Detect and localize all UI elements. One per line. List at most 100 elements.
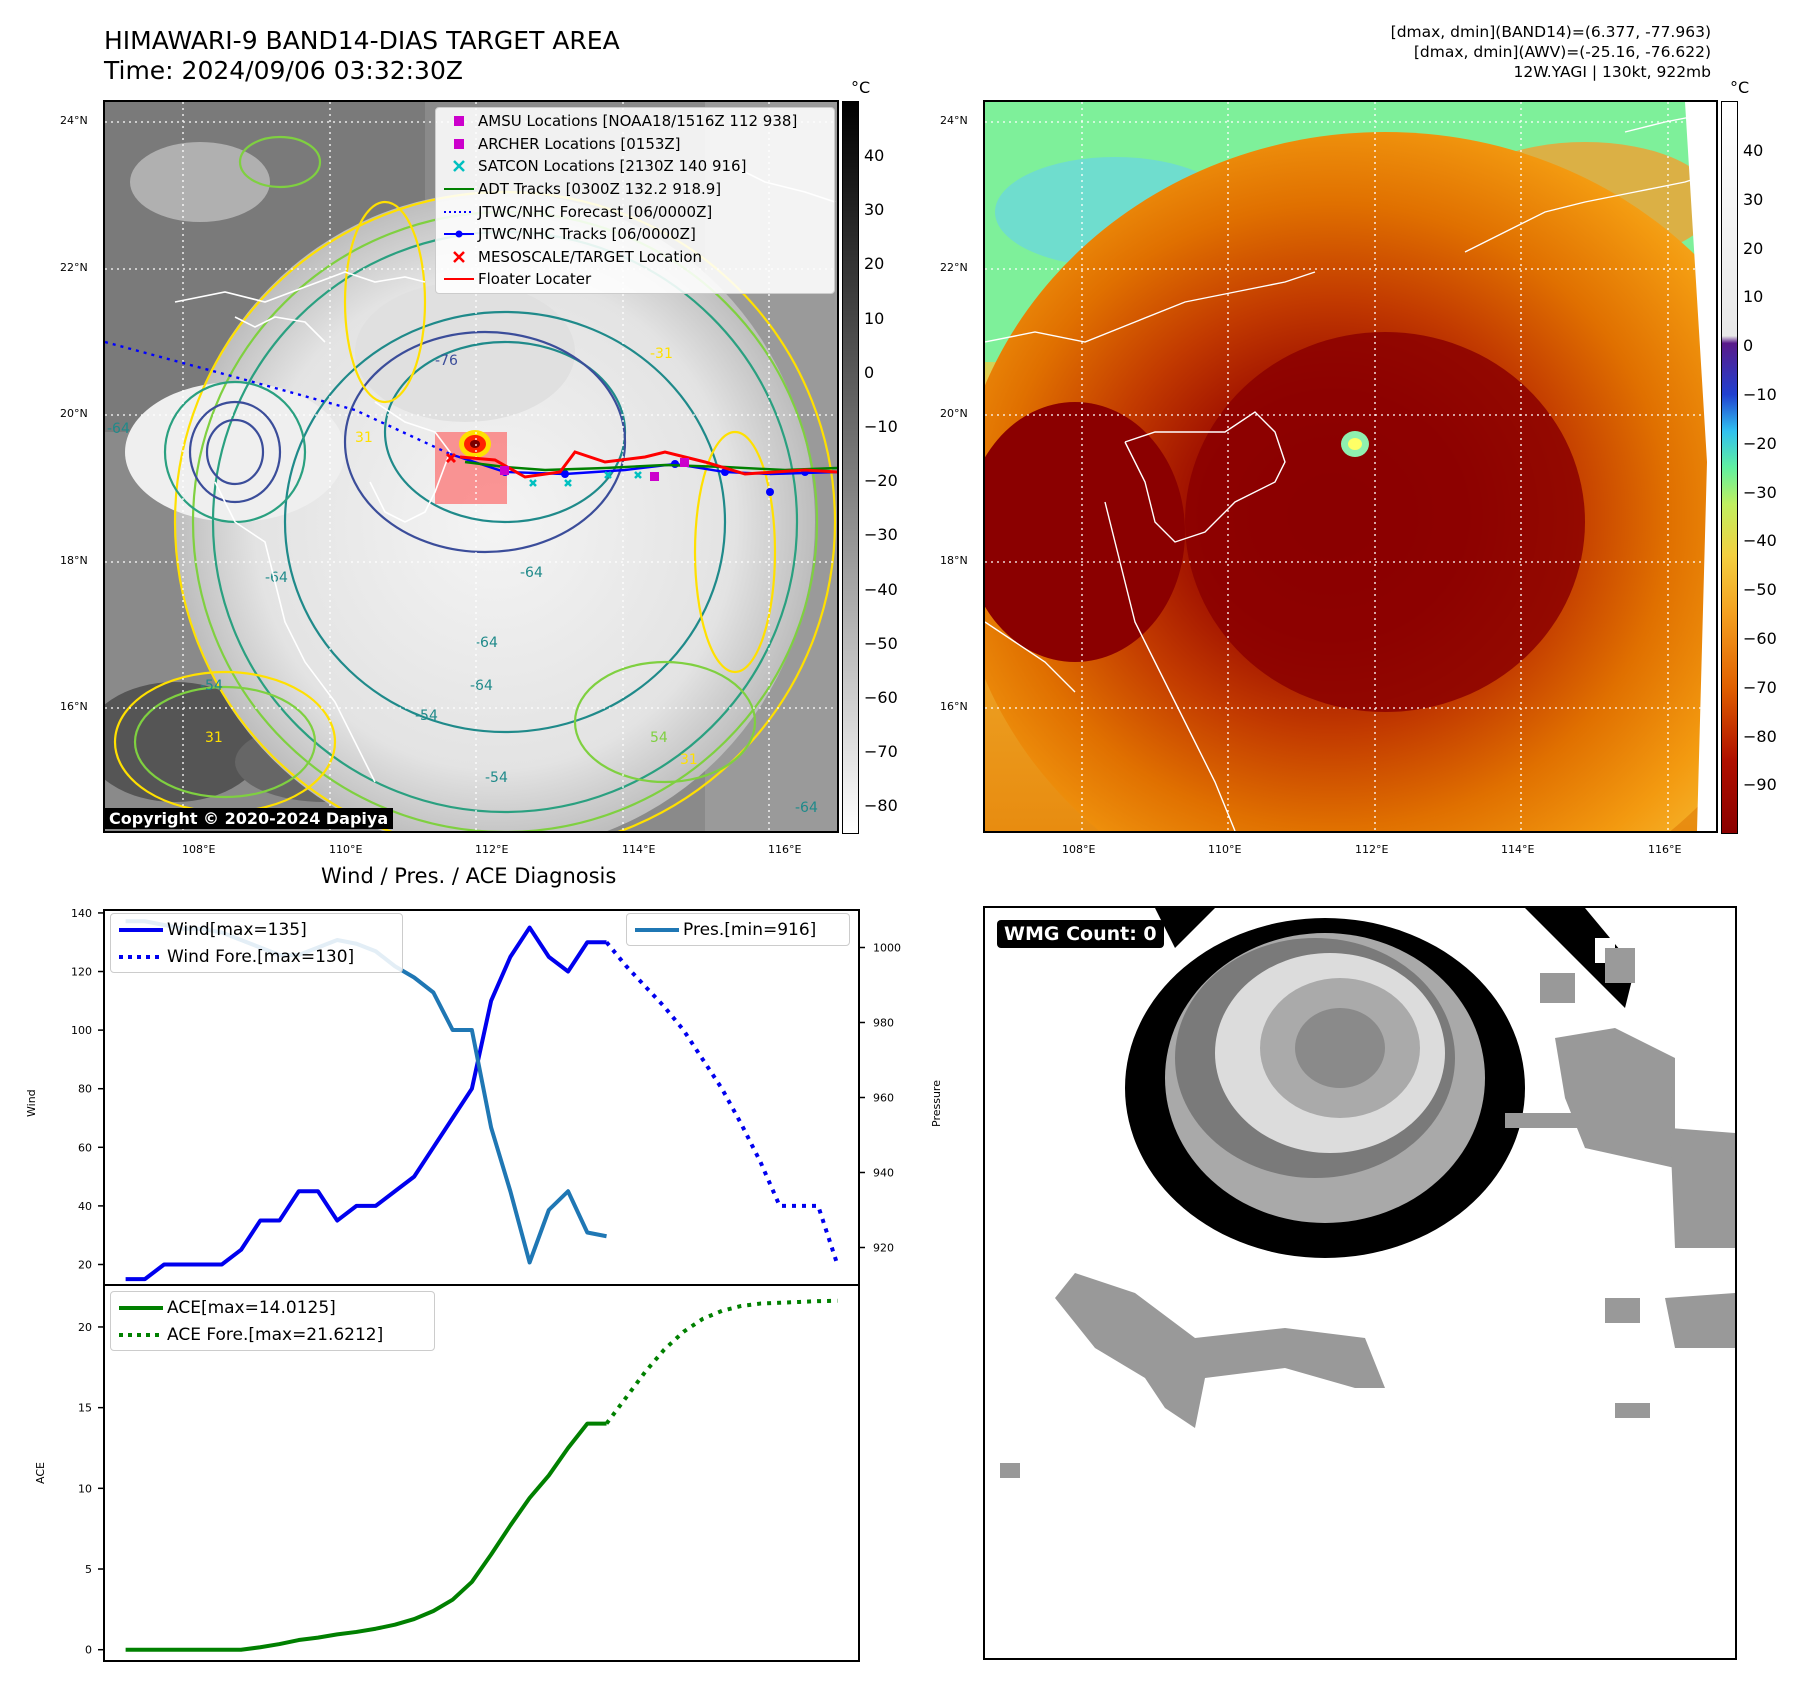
ace-legend: ACE[max=14.0125] ACE Fore.[max=21.6212] (110, 1291, 435, 1351)
y-tick-label: 100 (71, 1024, 92, 1037)
stats-awv: [dmax, dmin](AWV)=(-25.16, -76.622) (1413, 43, 1711, 61)
series-line (604, 940, 840, 1266)
y2-tick-label: 1000 (873, 942, 901, 955)
lon-label: 108°E (1062, 843, 1096, 856)
wind-legend: Wind[max=135] Wind Fore.[max=130] (110, 913, 403, 973)
y2-tick-label: 940 (873, 1167, 894, 1180)
colorbar-tick-label: −70 (1743, 677, 1777, 697)
lon-label: 108°E (182, 843, 216, 856)
y-tick-label: 140 (71, 907, 92, 920)
colorbar-tick-label: 0 (864, 362, 875, 382)
legend-item: JTWC/NHC Tracks [06/0000Z] (440, 223, 830, 246)
ace-ylabel: ACE (34, 1462, 47, 1484)
wind-ylabel: Wind (25, 1089, 38, 1117)
series-line (125, 925, 607, 1282)
legend-item: Wind[max=135] (119, 919, 307, 940)
y2-tick-label: 980 (873, 1017, 894, 1030)
lat-label: 16°N (60, 700, 88, 713)
contour-label: -64 (107, 421, 130, 437)
colorbar-tick-label: 30 (1743, 189, 1764, 209)
colorbar-tick-label: −70 (864, 742, 898, 762)
legend-item: JTWC/NHC Forecast [06/0000Z] (444, 202, 713, 221)
colorbar-tick-label: −90 (1743, 775, 1777, 795)
chart-title: HIMAWARI-9 BAND14-DIAS TARGET AREA Time: … (104, 26, 620, 85)
colorbar-tick-label: 0 (1743, 336, 1754, 356)
stats-band14: [dmax, dmin](BAND14)=(6.377, -77.963) (1390, 23, 1711, 41)
legend-item: ACE[max=14.0125] (119, 1297, 336, 1318)
y-tick-label: 15 (78, 1402, 92, 1415)
colorbar-tick-label: −60 (1743, 629, 1777, 648)
colorbar-tick-label: −40 (1743, 531, 1777, 551)
legend-item: ADT Tracks [0300Z 132.2 918.9] (444, 180, 722, 199)
contour-label: -54 (200, 678, 223, 694)
y2-tick-label: 920 (873, 1242, 894, 1255)
gray-colorbar (842, 101, 859, 834)
contour-label: -31 (650, 346, 673, 362)
y-tick-label: 60 (78, 1141, 92, 1154)
map-legend: AMSU Locations [NOAA18/1516Z 112 938] AR… (435, 107, 835, 294)
colorbar-tick-label: 20 (864, 254, 885, 274)
contour-label: -54 (415, 708, 438, 724)
contour-label: 31 (205, 730, 223, 746)
colorbar-tick-label: −80 (1743, 726, 1777, 746)
colorbar-tick-label: −10 (1743, 385, 1777, 404)
legend-item: ACE Fore.[max=21.6212] (119, 1324, 384, 1345)
colorbar-tick-label: −60 (864, 688, 898, 707)
legend-item: Floater Locater (444, 270, 592, 289)
pressure-ylabel: Pressure (930, 1080, 943, 1127)
lat-label: 20°N (60, 407, 88, 420)
colorbar-tick-label: 30 (864, 200, 885, 220)
colorbar-tick-label: −20 (1743, 433, 1777, 453)
colorbar-tick-label: 20 (1743, 238, 1764, 258)
y-tick-label: 0 (85, 1644, 92, 1657)
y-tick-label: 80 (78, 1083, 92, 1096)
contour-label: 54 (650, 730, 668, 746)
lat-label: 22°N (60, 261, 88, 274)
colorbar-tick-label: 40 (864, 146, 885, 165)
contour-label: 31 (680, 752, 698, 768)
lon-label: 112°E (475, 843, 509, 856)
wmg-count-badge: WMG Count: 0 (997, 920, 1164, 948)
lat-label: 18°N (60, 554, 88, 567)
diag-title: Wind / Pres. / ACE Diagnosis (321, 864, 617, 888)
y2-tick-label: 960 (873, 1092, 894, 1105)
series-line (125, 1421, 607, 1652)
lon-label: 114°E (622, 843, 656, 856)
contour-label: -54 (485, 770, 508, 786)
colorbar-tick-label: 40 (1743, 141, 1764, 160)
legend-item: ARCHER Locations [0153Z] (440, 133, 830, 156)
lon-label: 116°E (768, 843, 802, 856)
y-tick-label: 10 (78, 1482, 92, 1495)
colorbar-tick-label: 10 (864, 308, 885, 328)
lon-label: 114°E (1501, 843, 1535, 856)
color-colorbar (1721, 101, 1738, 834)
y-tick-label: 40 (78, 1200, 92, 1213)
contour-label: -64 (795, 800, 818, 816)
legend-item: MESOSCALE/TARGET Location (440, 246, 830, 269)
color-ir-map-image (985, 102, 1716, 831)
y-tick-label: 120 (71, 966, 92, 979)
colorbar-tick-label: −80 (864, 796, 898, 816)
y-tick-label: 5 (85, 1563, 92, 1576)
colorbar-tick-label: −30 (864, 525, 898, 545)
series-line (604, 1298, 838, 1425)
contour-label: 31 (355, 430, 373, 446)
contour-label: -64 (265, 570, 288, 586)
contour-label: -64 (520, 565, 543, 581)
legend-item: Wind Fore.[max=130] (119, 946, 355, 967)
lon-label: 110°E (1208, 843, 1242, 856)
y-tick-label: 20 (78, 1258, 92, 1271)
colorbar-tick-label: 10 (1743, 287, 1764, 307)
lat-label: 18°N (940, 554, 968, 567)
plot-frame (103, 1284, 860, 1662)
ir-map-panel: -76 -31 -64 -64 -64 -64 -54 -54 -64 -54 … (103, 100, 839, 833)
wmg-image (1000, 908, 1735, 1478)
stats-text: [dmax, dmin](BAND14)=(6.377, -77.963) [d… (1391, 22, 1711, 82)
pressure-legend: Pres.[min=916] (626, 913, 850, 946)
colorbar-tick-label: −20 (864, 471, 898, 491)
lon-label: 116°E (1648, 843, 1682, 856)
legend-item: Pres.[min=916] (635, 919, 817, 940)
lon-label: 110°E (329, 843, 363, 856)
color-ir-map-panel (983, 100, 1718, 833)
lat-label: 24°N (940, 114, 968, 127)
